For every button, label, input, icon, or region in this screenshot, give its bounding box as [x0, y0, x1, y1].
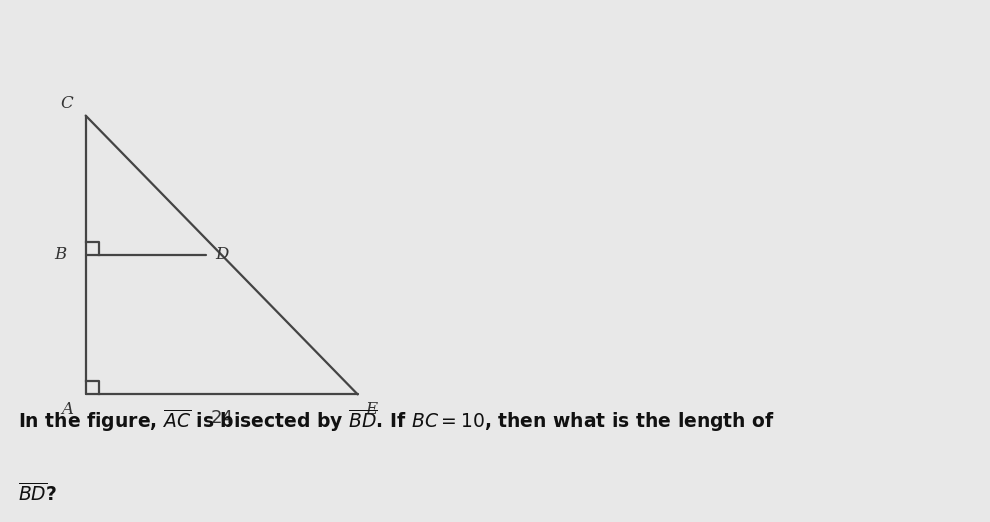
Text: C: C: [60, 95, 73, 112]
Text: D: D: [215, 246, 229, 264]
Text: A: A: [61, 401, 73, 418]
Text: 24: 24: [210, 409, 234, 427]
Text: B: B: [54, 246, 66, 264]
Text: In the figure, $\overline{AC}$ is bisected by $\overline{BD}$. If $BC = 10$, the: In the figure, $\overline{AC}$ is bisect…: [18, 407, 775, 434]
Text: $\overline{BD}$?: $\overline{BD}$?: [18, 482, 56, 505]
Text: E: E: [365, 401, 377, 418]
